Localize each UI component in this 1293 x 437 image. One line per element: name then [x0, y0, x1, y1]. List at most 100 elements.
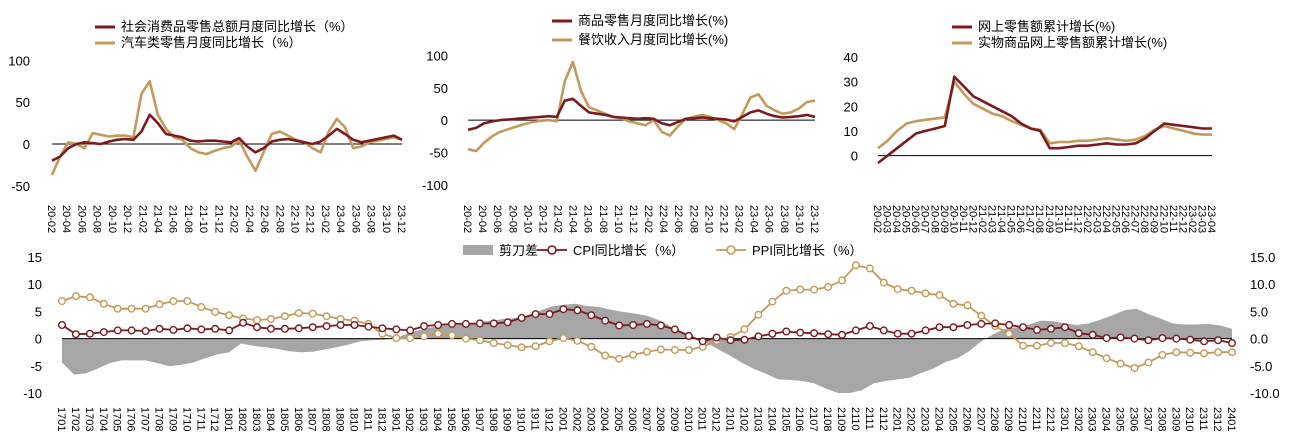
bottom-x-tick-label: 1804 [264, 407, 276, 431]
ppi-marker [434, 329, 443, 338]
cpi-marker [921, 326, 930, 335]
ppi-marker [573, 336, 582, 345]
bottom-left-y-tick-label: 5 [35, 304, 42, 319]
p3-legend-label: 网上零售额累计增长(%) [978, 19, 1115, 34]
bottom-x-tick-label: 2005 [612, 407, 624, 431]
legend-swatch-scissor-gap [463, 245, 493, 255]
p1-x-tick-label: 23-02 [319, 205, 331, 233]
ppi-marker [684, 346, 693, 355]
bottom-x-tick-label: 1910 [515, 407, 527, 431]
bottom-right-y-tick-label: 5.0 [1250, 304, 1268, 319]
cpi-marker [336, 321, 345, 330]
cpi-marker [1032, 325, 1041, 334]
p3-x-tick-label: 22-07 [1129, 205, 1141, 233]
p2-legend-label: 商品零售月度同比增长(%) [578, 13, 728, 28]
ppi-marker [531, 342, 540, 351]
bottom-x-tick-label: 2007 [640, 407, 652, 431]
ppi-marker [629, 350, 638, 359]
bottom-x-tick-label: 2204 [933, 407, 945, 431]
cpi-marker [559, 305, 568, 314]
p1-x-tick-label: 23-04 [334, 205, 346, 233]
cpi-marker [448, 319, 457, 328]
p3-x-tick-label: 22-09 [1148, 205, 1160, 233]
cpi-marker [754, 332, 763, 341]
p3-x-tick-label: 21-09 [1043, 205, 1055, 233]
bottom-x-tick-label: 2110 [849, 407, 861, 431]
ppi-marker [824, 282, 833, 291]
bottom-x-tick-label: 1808 [320, 407, 332, 431]
bottom-x-tick-label: 1908 [487, 407, 499, 431]
ppi-marker [294, 309, 303, 318]
ppi-marker [155, 300, 164, 309]
ppi-marker [768, 297, 777, 306]
legend-marker-cpi [547, 245, 557, 255]
p3-series-line-1 [877, 75, 1212, 165]
p3-x-tick-label: 20-10 [947, 205, 959, 233]
cpi-marker [266, 324, 275, 333]
cpi-marker [684, 331, 693, 340]
p2-x-tick-label: 21-02 [552, 205, 564, 233]
p3-y-tick-label: 10 [844, 124, 858, 139]
cpi-marker [99, 328, 108, 337]
p2-x-tick-label: 22-02 [642, 205, 654, 233]
bottom-x-tick-label: 1709 [166, 407, 178, 431]
p1-x-tick-label: 21-10 [197, 205, 209, 233]
cpi-marker [1088, 330, 1097, 339]
p2-x-tick-label: 21-04 [567, 205, 579, 233]
p3-y-tick-label: 20 [844, 99, 858, 114]
ppi-marker [127, 304, 136, 313]
p1-x-tick-label: 23-10 [380, 205, 392, 233]
ppi-marker [85, 293, 94, 302]
cpi-marker [252, 323, 261, 332]
bottom-x-tick-label: 2207 [974, 407, 986, 431]
cpi-marker [1172, 334, 1181, 343]
ppi-marker [545, 337, 554, 346]
ppi-marker [810, 285, 819, 294]
p3-x-tick-label: 20-06 [909, 205, 921, 233]
p1-x-tick-label: 21-08 [182, 205, 194, 233]
bottom-x-tick-label: 2101 [724, 407, 736, 431]
bottom-left-y-tick-label: -10 [23, 386, 42, 401]
bottom-x-tick-label: 1707 [139, 407, 151, 431]
cpi-marker [1144, 336, 1153, 345]
cpi-marker [308, 323, 317, 332]
ppi-marker [782, 286, 791, 295]
cpi-marker [824, 330, 833, 339]
cpi-marker [239, 318, 248, 327]
ppi-marker [99, 299, 108, 308]
p3-x-tick-label: 21-03 [986, 205, 998, 233]
bottom-x-tick-label: 1711 [194, 407, 206, 431]
p3-x-tick-label: 20-09 [938, 205, 950, 233]
p1-x-tick-label: 22-04 [243, 205, 255, 233]
p2-legend-label: 餐饮收入月度同比增长(%) [578, 32, 728, 47]
ppi-marker [1046, 339, 1055, 348]
cpi-marker [364, 322, 373, 331]
bottom-x-tick-label: 2012 [710, 407, 722, 431]
bottom-x-tick-label: 2109 [835, 407, 847, 431]
p3-x-tick-label: 20-08 [928, 205, 940, 233]
cpi-marker [698, 337, 707, 346]
bottom-left-y-tick-label: 0 [35, 332, 42, 347]
bottom-right-y-tick-label: -5.0 [1250, 359, 1272, 374]
ppi-marker [475, 336, 484, 345]
bottom-x-tick-label: 2111 [863, 407, 875, 430]
p2-x-tick-label: 23-12 [808, 205, 820, 233]
ppi-marker [58, 297, 67, 306]
bottom-x-tick-label: 2208 [988, 407, 1000, 431]
bottom-x-tick-label: 1701 [55, 407, 67, 431]
ppi-marker [183, 297, 192, 306]
bottom-x-tick-label: 1907 [473, 407, 485, 431]
bottom-x-tick-label: 1702 [69, 407, 81, 431]
p1-x-tick-label: 22-02 [228, 205, 240, 233]
p3-x-tick-label: 23-04 [1205, 205, 1217, 233]
ppi-marker [1200, 349, 1209, 358]
p3-x-tick-label: 21-06 [1014, 205, 1026, 233]
bottom-x-tick-label: 2310 [1183, 407, 1195, 431]
cpi-marker [113, 326, 122, 335]
bottom-x-tick-label: 2206 [960, 407, 972, 431]
bottom-x-tick-label: 2103 [751, 407, 763, 431]
ppi-marker [754, 310, 763, 319]
p3-x-tick-label: 23-02 [1186, 205, 1198, 233]
bottom-x-tick-label: 2201 [891, 407, 903, 431]
p3-x-tick-label: 21-02 [976, 205, 988, 233]
